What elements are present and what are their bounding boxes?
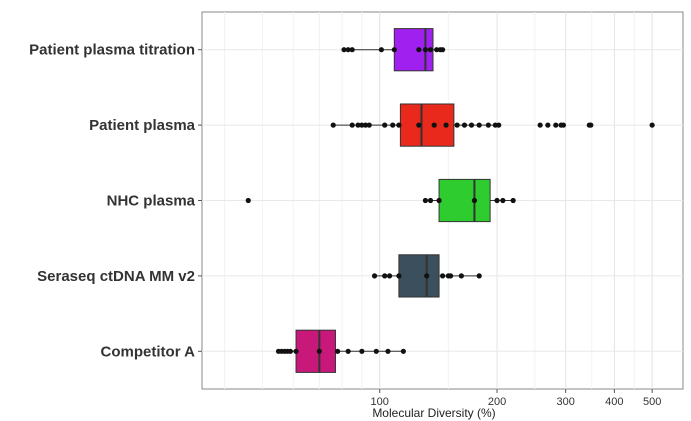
- data-point: [366, 122, 372, 128]
- data-point: [427, 197, 434, 204]
- x-tick-label: 500: [643, 396, 661, 408]
- data-point: [349, 122, 355, 128]
- data-point: [424, 273, 430, 279]
- data-point: [471, 197, 478, 204]
- category-label: NHC plasma: [107, 193, 196, 210]
- data-point: [416, 122, 422, 128]
- data-point: [476, 122, 482, 128]
- data-point: [485, 122, 491, 128]
- data-point: [427, 47, 434, 53]
- data-point: [382, 273, 388, 279]
- x-tick-label: 300: [556, 396, 574, 408]
- data-point: [396, 122, 402, 128]
- data-point: [382, 122, 388, 128]
- category-label: Patient plasma: [89, 117, 196, 134]
- data-point: [378, 47, 384, 53]
- data-point: [316, 348, 322, 354]
- data-point: [440, 273, 446, 279]
- data-point: [436, 197, 442, 204]
- data-point: [341, 47, 347, 53]
- data-point: [458, 273, 464, 279]
- data-point: [390, 122, 396, 128]
- data-point: [537, 122, 543, 128]
- x-tick-label: 100: [371, 396, 389, 408]
- data-point: [447, 273, 454, 279]
- x-tick-label: 200: [488, 396, 506, 408]
- data-point: [476, 273, 482, 279]
- data-point: [468, 122, 475, 128]
- data-point: [245, 197, 251, 204]
- data-point: [293, 348, 299, 354]
- data-point: [422, 47, 429, 53]
- data-point: [443, 122, 449, 128]
- data-point: [345, 47, 351, 53]
- category-label: Seraseq ctDNA MM v2: [37, 268, 195, 285]
- data-point: [349, 47, 355, 53]
- data-point: [287, 348, 293, 354]
- x-tick-label: 400: [605, 396, 623, 408]
- data-point: [560, 122, 566, 128]
- data-point: [434, 47, 440, 53]
- data-point: [355, 122, 361, 128]
- data-point: [422, 197, 429, 204]
- data-point: [494, 197, 500, 204]
- data-point: [440, 47, 446, 53]
- x-axis-title: Molecular Diversity (%): [372, 406, 495, 420]
- category-label: Competitor A: [101, 343, 196, 360]
- data-point: [431, 122, 437, 128]
- data-point: [396, 273, 402, 279]
- data-point: [553, 122, 559, 128]
- data-point: [385, 348, 391, 354]
- data-point: [461, 122, 468, 128]
- data-point: [362, 122, 369, 128]
- data-point: [359, 348, 365, 354]
- data-point: [496, 122, 502, 128]
- data-point: [416, 47, 422, 53]
- data-point: [386, 273, 393, 279]
- data-point: [335, 348, 341, 354]
- data-point: [359, 122, 365, 128]
- points: [245, 47, 655, 354]
- data-point: [373, 348, 379, 354]
- category-labels: Patient plasma titration Patient plasma NH…: [29, 42, 196, 361]
- category-label: Patient plasma titration: [29, 42, 195, 59]
- data-point: [330, 122, 336, 128]
- box: [295, 329, 336, 373]
- data-point: [454, 122, 460, 128]
- data-point: [345, 348, 351, 354]
- data-point: [400, 348, 406, 354]
- data-point: [545, 122, 551, 128]
- data-point: [510, 197, 516, 204]
- x-tick-labels: 100 200 300 400 500: [371, 396, 662, 408]
- data-point: [371, 273, 378, 279]
- box: [438, 178, 491, 223]
- box: [398, 254, 440, 298]
- data-point: [588, 122, 594, 128]
- data-point: [500, 197, 506, 204]
- data-point: [391, 47, 397, 53]
- data-point: [649, 122, 655, 128]
